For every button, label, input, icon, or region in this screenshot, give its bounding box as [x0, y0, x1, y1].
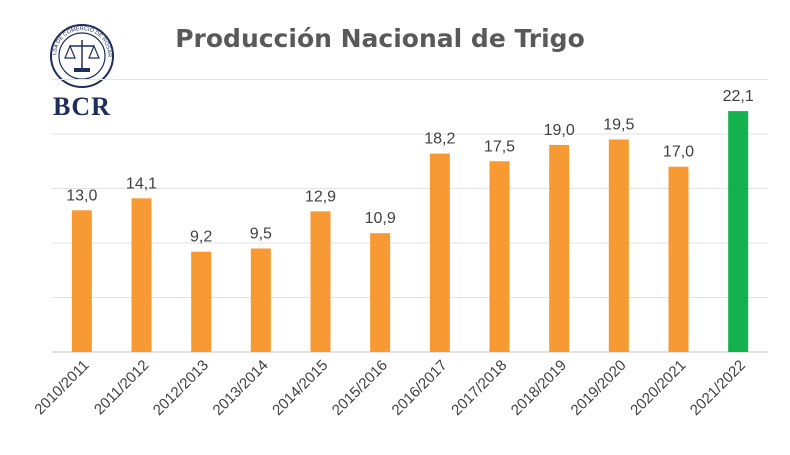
value-label: 17,0	[663, 144, 694, 161]
bar-2015/2016	[370, 233, 391, 352]
category-label: 2020/2021	[627, 357, 689, 419]
category-labels: 2010/20112011/20122012/20132013/20142014…	[31, 357, 749, 419]
value-label: 17,5	[484, 138, 515, 155]
bar-2021/2022	[728, 111, 749, 352]
bar-2013/2014	[250, 248, 271, 352]
category-label: 2014/2015	[269, 357, 331, 419]
category-label: 2018/2019	[508, 357, 570, 419]
category-label: 2021/2022	[687, 357, 749, 419]
value-label: 18,2	[424, 131, 455, 148]
value-label: 22,1	[723, 88, 754, 105]
bar-2020/2021	[668, 166, 689, 352]
value-label: 12,9	[305, 188, 336, 205]
bar-2017/2018	[489, 161, 510, 352]
value-label: 19,0	[544, 122, 575, 139]
category-label: 2011/2012	[91, 357, 152, 418]
category-label: 2010/2011	[31, 357, 92, 418]
gridlines	[52, 79, 768, 353]
logo-text: BCR	[53, 92, 111, 121]
chart-title: Producción Nacional de Trigo	[175, 24, 585, 53]
bar-2018/2019	[549, 144, 570, 352]
category-label: 2016/2017	[389, 357, 451, 419]
value-label: 9,2	[190, 229, 212, 246]
bar-2016/2017	[429, 153, 450, 352]
bcr-logo: BOLSA DE COMERCIO DE ROSARIO BCR	[46, 22, 118, 122]
category-label: 2012/2013	[150, 357, 212, 419]
value-label: 13,0	[66, 187, 97, 204]
value-label: 9,5	[250, 225, 272, 242]
category-label: 2017/2018	[448, 357, 510, 419]
value-label: 19,5	[603, 116, 634, 133]
value-label: 10,9	[365, 210, 396, 227]
category-label: 2013/2014	[210, 357, 272, 419]
bar-2011/2012	[131, 198, 152, 352]
category-label: 2019/2020	[568, 357, 630, 419]
bars	[71, 111, 749, 352]
value-labels: 13,0 14,1 9,2 9,5 12,9 10,9 18,2 17,5 19,0 19,5 17…	[66, 88, 754, 246]
bar-2014/2015	[310, 211, 331, 352]
bar-2010/2011	[71, 210, 92, 352]
bar-2019/2020	[608, 139, 629, 352]
value-label: 14,1	[126, 175, 157, 192]
category-label: 2015/2016	[329, 357, 391, 419]
bar-2012/2013	[191, 251, 212, 352]
seal-icon: BOLSA DE COMERCIO DE ROSARIO	[46, 22, 114, 88]
